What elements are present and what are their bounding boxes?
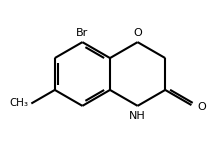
Text: NH: NH <box>129 111 146 121</box>
Text: O: O <box>133 28 142 38</box>
Text: CH₃: CH₃ <box>9 98 28 108</box>
Text: Br: Br <box>76 28 88 38</box>
Text: O: O <box>197 102 206 112</box>
